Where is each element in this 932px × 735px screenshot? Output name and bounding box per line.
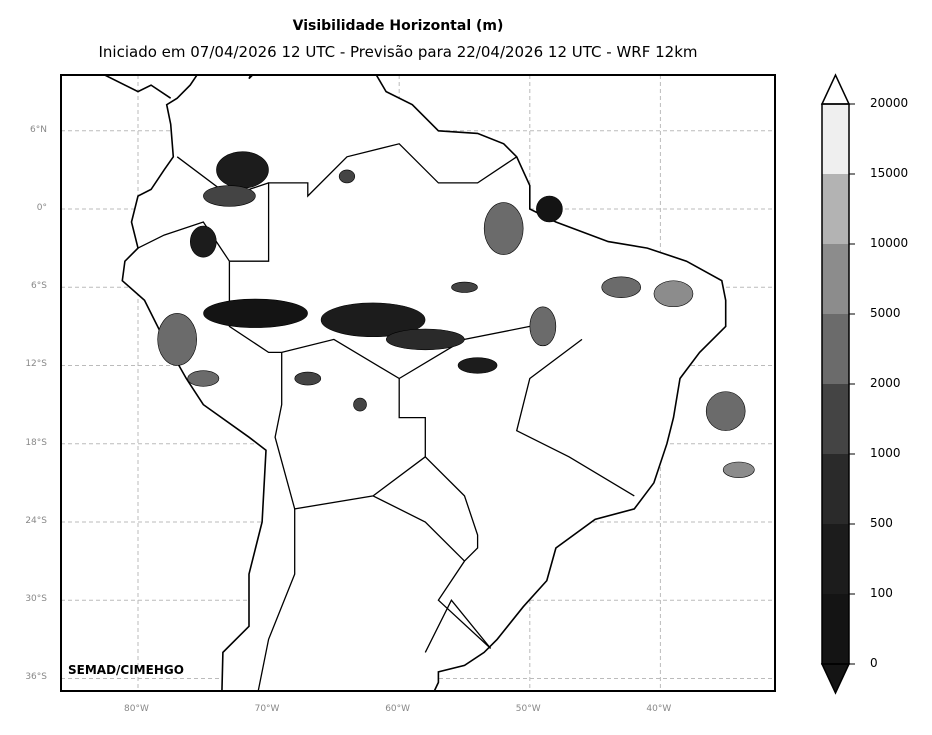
central-america-coastline	[102, 75, 172, 99]
visibility-contours	[157, 151, 755, 478]
lat-tick-label: 6°S	[31, 281, 47, 292]
colorbar-segment	[822, 594, 849, 664]
low-visibility-area	[653, 280, 694, 308]
lat-tick-label: 12°S	[25, 359, 47, 370]
country-border	[228, 261, 492, 649]
low-visibility-area	[705, 391, 746, 431]
low-visibility-area	[529, 306, 557, 347]
low-visibility-area	[203, 298, 308, 328]
credit-label: SEMAD/CIMEHGO	[68, 663, 184, 677]
country-border	[229, 143, 518, 262]
colorbar-extend-min	[820, 663, 851, 695]
lat-tick-label: 6°N	[30, 124, 47, 135]
lon-tick-label: 80°W	[124, 704, 149, 714]
colorbar-tick-label: 500	[870, 516, 893, 530]
colorbar-extend-max	[820, 73, 851, 105]
south-america-coastline	[121, 75, 727, 691]
low-visibility-area	[536, 195, 563, 223]
low-visibility-area	[451, 281, 478, 293]
colorbar-segment	[822, 524, 849, 594]
lat-tick-label: 30°S	[25, 594, 47, 605]
colorbar-segment	[822, 244, 849, 314]
low-visibility-area	[353, 397, 367, 412]
colorbar-segment	[822, 174, 849, 244]
lon-tick-label: 40°W	[646, 704, 672, 714]
colorbar-tick-label: 2000	[870, 376, 901, 390]
country-border	[372, 495, 465, 562]
low-visibility-area	[294, 371, 322, 386]
colorbar-segment	[822, 314, 849, 384]
low-visibility-area	[320, 302, 426, 338]
low-visibility-area	[338, 169, 356, 184]
country-border	[515, 338, 635, 497]
colorbar-tick-label: 15000	[870, 166, 909, 180]
country-border	[424, 599, 492, 653]
low-visibility-area	[483, 202, 524, 255]
colorbar-tick-label: 0	[870, 656, 878, 670]
lat-tick-label: 18°S	[25, 437, 47, 448]
colorbar-tick-label: 1000	[870, 446, 901, 460]
colorbar-tick-label: 5000	[870, 306, 901, 320]
map-subtitle: Iniciado em 07/04/2026 12 UTC - Previsão…	[98, 43, 698, 61]
colorbar-segment	[822, 104, 849, 174]
low-visibility-area	[601, 276, 642, 298]
lon-tick-label: 50°W	[515, 704, 541, 714]
colorbar-segment	[822, 454, 849, 524]
map-frame	[60, 74, 776, 692]
low-visibility-area	[386, 328, 465, 351]
low-visibility-area	[157, 313, 197, 366]
low-visibility-area	[187, 370, 220, 387]
low-visibility-area	[457, 357, 498, 374]
country-border	[274, 352, 426, 510]
colorbar-tick-label: 100	[870, 586, 893, 600]
colorbar-segment	[822, 384, 849, 454]
colorbar	[820, 73, 855, 695]
low-visibility-area	[190, 225, 217, 258]
low-visibility-area	[722, 461, 755, 478]
colorbar-tick-label: 20000	[870, 96, 909, 110]
low-visibility-area	[203, 185, 256, 207]
colorbar-tick-label: 10000	[870, 236, 909, 250]
lat-tick-label: 36°S	[25, 672, 47, 683]
low-visibility-area	[216, 151, 269, 189]
lon-tick-label: 60°W	[385, 704, 411, 714]
lon-tick-label: 70°W	[254, 704, 280, 714]
lat-tick-label: 24°S	[25, 515, 47, 526]
lat-tick-label: 0°	[36, 203, 47, 213]
map-title: Visibilidade Horizontal (m)	[292, 18, 504, 34]
country-border	[257, 508, 296, 691]
